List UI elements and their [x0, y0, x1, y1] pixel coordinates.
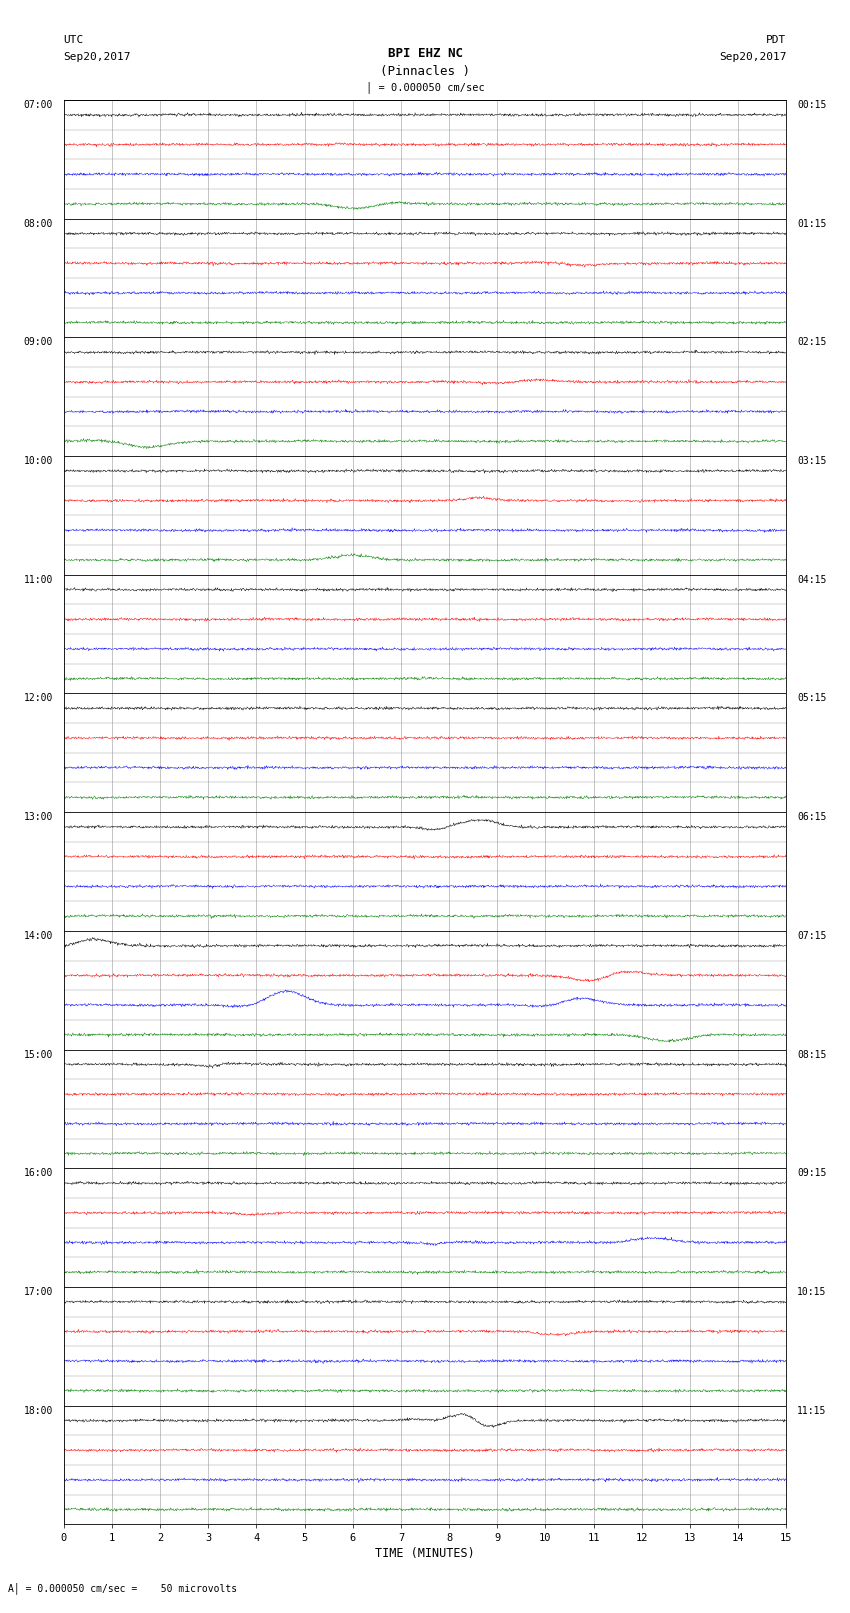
Text: UTC: UTC — [64, 35, 84, 45]
Text: 07:15: 07:15 — [797, 931, 826, 940]
Text: 07:00: 07:00 — [24, 100, 53, 110]
Text: 14:00: 14:00 — [24, 931, 53, 940]
X-axis label: TIME (MINUTES): TIME (MINUTES) — [375, 1547, 475, 1560]
Text: Sep20,2017: Sep20,2017 — [64, 52, 131, 61]
Text: 06:15: 06:15 — [797, 813, 826, 823]
Text: │ = 0.000050 cm/sec: │ = 0.000050 cm/sec — [366, 81, 484, 92]
Text: 17:00: 17:00 — [24, 1287, 53, 1297]
Text: 13:00: 13:00 — [24, 813, 53, 823]
Text: 05:15: 05:15 — [797, 694, 826, 703]
Text: 15:00: 15:00 — [24, 1050, 53, 1060]
Text: 11:15: 11:15 — [797, 1405, 826, 1416]
Text: 08:00: 08:00 — [24, 219, 53, 229]
Text: 02:15: 02:15 — [797, 337, 826, 347]
Text: 16:00: 16:00 — [24, 1168, 53, 1177]
Text: (Pinnacles ): (Pinnacles ) — [380, 65, 470, 77]
Text: 09:00: 09:00 — [24, 337, 53, 347]
Text: 08:15: 08:15 — [797, 1050, 826, 1060]
Text: 12:00: 12:00 — [24, 694, 53, 703]
Text: A│ = 0.000050 cm/sec =    50 microvolts: A│ = 0.000050 cm/sec = 50 microvolts — [8, 1582, 238, 1594]
Text: 03:15: 03:15 — [797, 456, 826, 466]
Text: 10:15: 10:15 — [797, 1287, 826, 1297]
Text: Sep20,2017: Sep20,2017 — [719, 52, 786, 61]
Text: 11:00: 11:00 — [24, 574, 53, 586]
Text: 01:15: 01:15 — [797, 219, 826, 229]
Text: 04:15: 04:15 — [797, 574, 826, 586]
Text: 09:15: 09:15 — [797, 1168, 826, 1177]
Text: PDT: PDT — [766, 35, 786, 45]
Text: 10:00: 10:00 — [24, 456, 53, 466]
Text: 18:00: 18:00 — [24, 1405, 53, 1416]
Text: 00:15: 00:15 — [797, 100, 826, 110]
Text: BPI EHZ NC: BPI EHZ NC — [388, 47, 462, 60]
